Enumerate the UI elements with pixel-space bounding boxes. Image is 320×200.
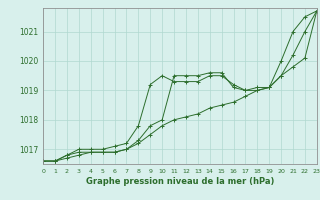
X-axis label: Graphe pression niveau de la mer (hPa): Graphe pression niveau de la mer (hPa) [86,177,274,186]
